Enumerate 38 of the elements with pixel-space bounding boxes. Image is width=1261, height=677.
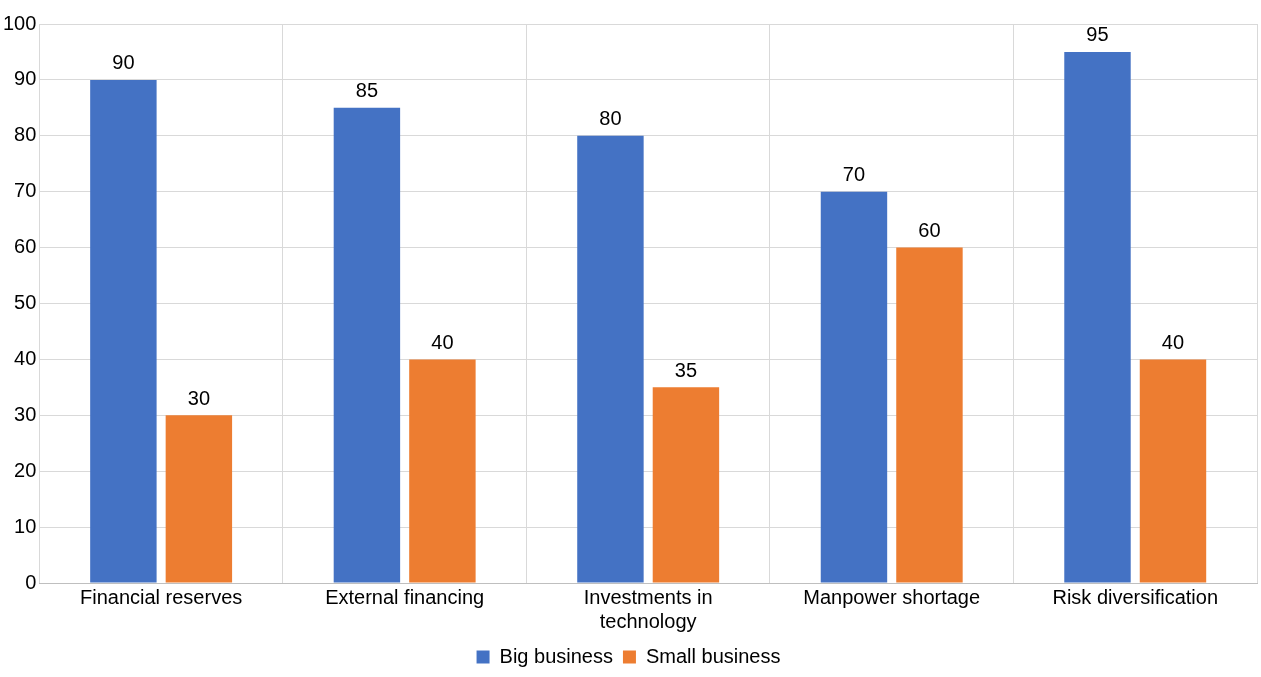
data-label: 70 (842, 163, 866, 186)
bar (577, 135, 644, 583)
y-tick-label: 70 (14, 179, 37, 202)
bar (409, 359, 476, 583)
bar (90, 79, 157, 583)
x-tick-label: Risk diversification (1052, 585, 1219, 608)
bar (1064, 51, 1131, 583)
y-tick-label: 10 (14, 514, 37, 537)
y-tick-label: 40 (14, 346, 37, 369)
data-label: 30 (187, 386, 210, 409)
bar (333, 107, 401, 583)
x-tick-label: Investments in technology (583, 585, 713, 632)
x-tick-label: Financial reserves (79, 585, 243, 608)
y-tick-label: 50 (14, 291, 37, 314)
y-tick-label: 100 (2, 11, 37, 34)
data-label: 80 (599, 107, 622, 130)
data-label: 95 (1086, 23, 1109, 46)
legend-label: Big business (499, 644, 613, 667)
bar (652, 387, 720, 583)
data-label: 40 (431, 330, 454, 353)
bar (896, 247, 963, 583)
data-label: 60 (918, 219, 941, 242)
data-label: 35 (674, 358, 698, 381)
data-label: 85 (355, 79, 379, 102)
legend-label: Small business (645, 644, 781, 667)
data-label: 40 (1161, 330, 1185, 353)
bar (820, 191, 888, 583)
y-tick-label: 30 (14, 402, 37, 425)
x-tick-label: Manpower shortage (803, 585, 981, 608)
y-tick-label: 90 (14, 67, 37, 90)
y-tick-label: 60 (14, 235, 37, 258)
y-tick-label: 20 (14, 458, 37, 481)
y-tick-label: 80 (14, 123, 37, 146)
data-label: 90 (112, 51, 135, 74)
y-tick-label: 0 (25, 570, 37, 593)
bar (1139, 359, 1207, 583)
x-tick-label: External financing (325, 585, 485, 608)
bar (165, 415, 233, 583)
